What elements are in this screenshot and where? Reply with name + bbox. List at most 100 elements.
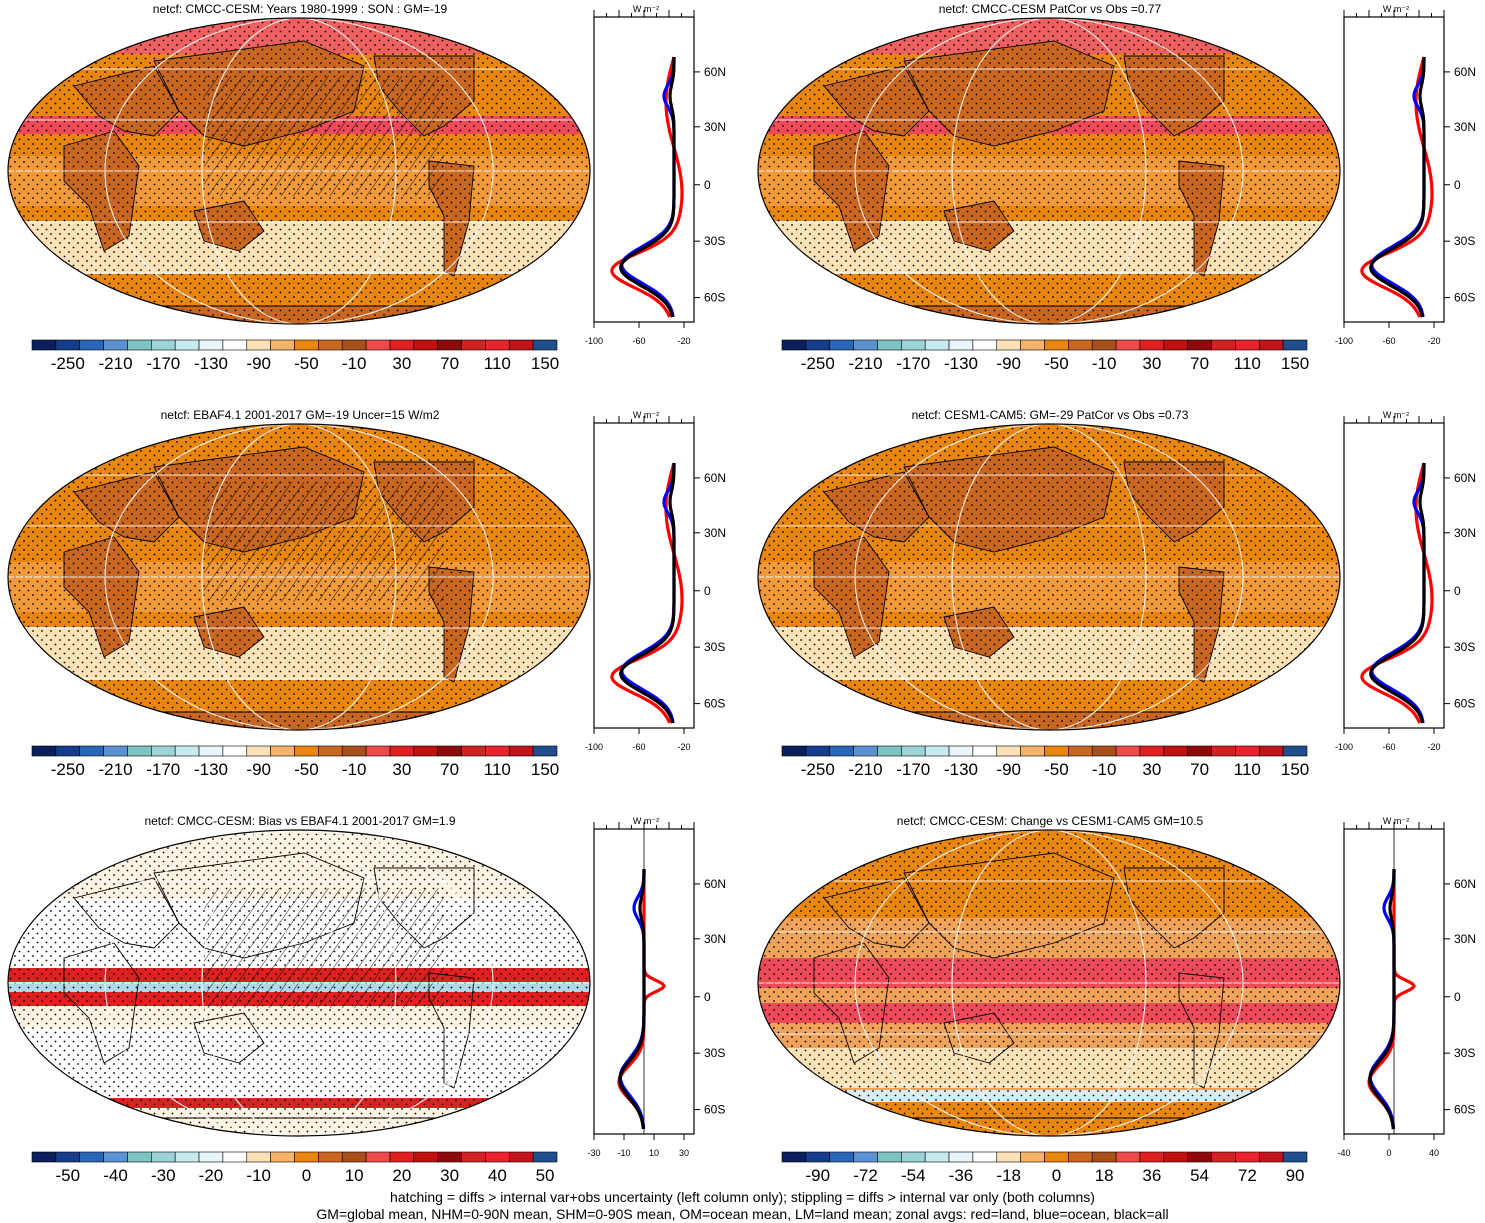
graticule-lon — [104, 424, 494, 730]
colorbar-box — [270, 339, 295, 351]
panel-title: netcf: CMCC-CESM: Bias vs EBAF4.1 2001-2… — [144, 814, 456, 828]
colorbar-box — [437, 1151, 462, 1163]
colorbar-tick-label: -10 — [341, 354, 367, 373]
graticule-lon — [951, 18, 1147, 324]
colorbar-box — [877, 339, 902, 351]
colorbar-tick-label: -50 — [55, 1166, 81, 1185]
colorbar-box — [79, 1151, 104, 1163]
colorbar-tick-label: 10 — [344, 1166, 364, 1185]
colorbar-box — [294, 339, 319, 351]
zonal-tick-label: -30 — [587, 1148, 600, 1158]
colorbar-box — [948, 1151, 974, 1163]
colorbar-box — [996, 339, 1021, 351]
colorbar-box — [1235, 1151, 1260, 1163]
colorbar-box — [318, 339, 343, 351]
colorbar-box — [1139, 745, 1165, 757]
world-map — [757, 829, 1341, 1137]
colorbar — [781, 745, 1308, 757]
colorbar-tick-label: -210 — [848, 760, 883, 779]
colorbar-box — [31, 1151, 57, 1163]
colorbar-box — [1211, 745, 1236, 757]
hatching — [204, 76, 444, 196]
colorbar-box — [1068, 1151, 1093, 1163]
world-map — [757, 17, 1341, 325]
colorbar-tick-label: -210 — [848, 354, 883, 373]
zonal-unit-label: W m⁻² — [633, 410, 659, 420]
zonal-lat-label: 0 — [704, 584, 711, 598]
zonal-all-line — [1369, 463, 1426, 724]
colorbar-tick-label: -210 — [98, 760, 133, 779]
colorbar-box — [485, 339, 510, 351]
colorbar-box — [1091, 339, 1117, 351]
map-border — [7, 17, 591, 325]
colorbar-box — [508, 1151, 534, 1163]
world-map — [7, 423, 591, 731]
zonal-all-line — [619, 57, 676, 318]
colorbar-box — [1068, 339, 1093, 351]
colorbar-tick-label: -90 — [996, 354, 1021, 373]
colorbar-tick-label: 70 — [440, 760, 460, 779]
colorbar-box — [1282, 1151, 1308, 1163]
colorbar-tick-label: 150 — [530, 354, 560, 373]
colorbar-box — [461, 745, 486, 757]
colorbar-box — [151, 339, 176, 351]
colorbar-tick-label: -250 — [800, 760, 835, 779]
zonal-lat-label: 60S — [1454, 291, 1475, 305]
zonal-tick-label: -10 — [617, 1148, 630, 1158]
zonal-lat-label: 30N — [1454, 120, 1476, 134]
panel-cmcc-climatology: netcf: CMCC-CESM: Years 1980-1999 : SON … — [0, 2, 740, 402]
colorbar-box — [829, 745, 854, 757]
zonal-all-line — [619, 463, 676, 724]
colorbar-tick-label: -10 — [341, 760, 367, 779]
colorbar-box — [1163, 745, 1188, 757]
colorbar-tick-label: 110 — [1233, 760, 1261, 779]
colorbar-box — [972, 1151, 998, 1163]
graticule-lon — [201, 424, 397, 730]
graticule-lon — [951, 424, 1147, 730]
zonal-lat-label: 60S — [1454, 1103, 1475, 1117]
zonal-unit-label: W m⁻² — [1383, 4, 1409, 14]
zonal-mean-plot: W m⁻² 60N 30N 0 30S 60S -100 -60 -20 — [1335, 410, 1476, 752]
colorbar-box — [1187, 745, 1212, 757]
colorbar-tick-label: -210 — [98, 354, 133, 373]
colorbar-tick-label: -50 — [294, 354, 319, 373]
colorbar-tick-label: -170 — [896, 760, 931, 779]
map-border — [757, 829, 1341, 1137]
colorbar-box — [389, 1151, 415, 1163]
panel-change: netcf: CMCC-CESM: Change vs CESM1-CAM5 G… — [750, 814, 1485, 1214]
colorbar-box — [1091, 1151, 1117, 1163]
colorbar-box — [805, 339, 831, 351]
colorbar-tick-label: 18 — [1094, 1166, 1114, 1185]
colorbar-box — [55, 1151, 81, 1163]
colorbar-box — [1258, 339, 1284, 351]
colorbar-box — [318, 1151, 343, 1163]
colorbar-tick-label: -250 — [50, 354, 85, 373]
colorbar-box — [901, 745, 926, 757]
colorbar-box — [829, 1151, 854, 1163]
colorbar-tick-label: 20 — [392, 1166, 412, 1185]
zonal-lat-label: 60N — [1454, 65, 1476, 79]
world-map — [757, 423, 1341, 731]
colorbar-box — [294, 745, 319, 757]
colorbar-box — [829, 339, 854, 351]
colorbar-box — [365, 339, 391, 351]
colorbar-box — [55, 745, 81, 757]
colorbar-box — [103, 745, 128, 757]
zonal-all-line — [1369, 57, 1426, 318]
colorbar-tick-label: 70 — [1190, 354, 1210, 373]
zonal-lat-label: 0 — [704, 990, 711, 1004]
colorbar-tick-label: 0 — [301, 1166, 312, 1185]
zonal-mean-plot: W m⁻² 60N 30N 0 30S 60S -30 -10 10 30 — [587, 816, 726, 1158]
colorbar-box — [174, 745, 200, 757]
colorbar-box — [437, 339, 462, 351]
colorbar-tick-label: -10 — [1091, 760, 1117, 779]
colorbar-box — [270, 1151, 295, 1163]
colorbar-box — [1044, 1151, 1069, 1163]
graticule-lon — [104, 18, 494, 324]
colorbar-box — [532, 1151, 558, 1163]
colorbar-tick-label: -90 — [246, 760, 271, 779]
colorbar-box — [246, 745, 271, 757]
zonal-lat-label: 30S — [1454, 1046, 1475, 1060]
colorbar-box — [1163, 339, 1188, 351]
zonal-tick-label: -100 — [585, 336, 603, 346]
